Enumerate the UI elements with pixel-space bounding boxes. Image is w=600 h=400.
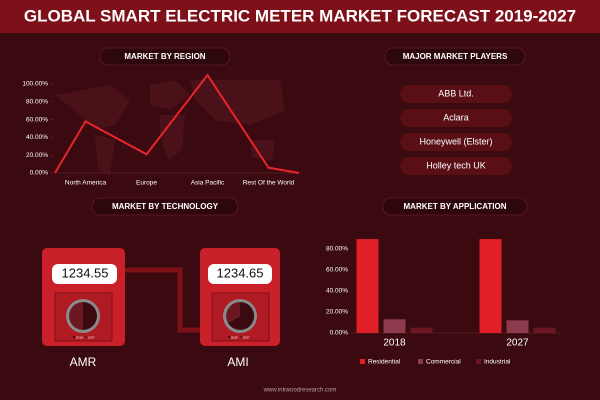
pie-legend-swatch bbox=[85, 336, 87, 338]
pie-legend-label: 2027 bbox=[88, 335, 95, 339]
line bbox=[54, 73, 300, 174]
footer: www.inkwoodresearch.com bbox=[263, 388, 337, 394]
pie-legend-label: 2027 bbox=[243, 335, 250, 339]
x-tick-label: Europe bbox=[136, 180, 157, 187]
bar bbox=[506, 320, 529, 333]
meter-label: AMI bbox=[227, 355, 248, 369]
bar bbox=[356, 239, 379, 333]
bar bbox=[479, 239, 502, 333]
meter-display bbox=[208, 264, 272, 284]
title-bar bbox=[0, 0, 600, 33]
x-tick-label: Asia Pacific bbox=[191, 180, 225, 187]
bar bbox=[383, 319, 406, 333]
section-heading: MARKET BY REGION bbox=[124, 52, 205, 61]
bar bbox=[410, 327, 433, 333]
pie-slice bbox=[69, 302, 83, 330]
x-tick-label: 2027 bbox=[506, 338, 529, 349]
player-pill bbox=[400, 85, 512, 103]
x-tick-label: Rest Of the World bbox=[243, 180, 295, 187]
section-heading: MAJOR MARKET PLAYERS bbox=[403, 52, 508, 61]
y-tick-label: 60.00% bbox=[326, 266, 348, 273]
section-headings: MARKET BY REGION MAJOR MARKET PLAYERS MA… bbox=[91, 47, 528, 216]
player-name: Honeywell (Elster) bbox=[419, 136, 492, 146]
y-tick-label: 100.00% bbox=[22, 81, 48, 88]
y-tick-label: 0.00% bbox=[30, 170, 49, 177]
pie-slice bbox=[228, 301, 255, 330]
legend-swatch bbox=[360, 359, 365, 364]
y-tick-label: 60.00% bbox=[26, 116, 48, 123]
legend-label: Commercial bbox=[426, 359, 461, 366]
y-tick-label: 40.00% bbox=[326, 287, 348, 294]
y-tick-label: 20.00% bbox=[26, 152, 48, 159]
y-tick-label: 40.00% bbox=[26, 134, 48, 141]
pie-legend-swatch bbox=[240, 336, 242, 338]
heading-pill bbox=[91, 197, 239, 216]
x-tick-label: North America bbox=[65, 180, 107, 187]
section-heading: MARKET BY APPLICATION bbox=[404, 202, 507, 211]
x-tick-label: 2018 bbox=[383, 338, 406, 349]
pie-legend-label: 2018 bbox=[76, 335, 83, 339]
y-tick-label: 80.00% bbox=[26, 99, 48, 106]
pipe bbox=[124, 267, 202, 333]
bar bbox=[533, 327, 556, 333]
technology-graphic bbox=[42, 248, 280, 346]
player-pill bbox=[400, 109, 512, 127]
player-name: Aclara bbox=[443, 112, 469, 122]
pie-legend-label: 2018 bbox=[231, 335, 238, 339]
pie-slice bbox=[83, 302, 97, 330]
section-heading: MARKET BY TECHNOLOGY bbox=[112, 202, 219, 211]
meter-reading: 1234.65 bbox=[217, 265, 264, 280]
legend-label: Industrial bbox=[484, 359, 511, 366]
y-tick-label: 0.00% bbox=[330, 330, 349, 337]
page-title: GLOBAL SMART ELECTRIC METER MARKET FOREC… bbox=[24, 6, 576, 25]
y-tick-label: 80.00% bbox=[326, 245, 348, 252]
pie-legend-swatch bbox=[73, 336, 75, 338]
heading-pill bbox=[382, 197, 528, 216]
meter-reading: 1234.55 bbox=[62, 265, 109, 280]
heading-pill bbox=[99, 47, 231, 66]
legend-swatch bbox=[476, 359, 481, 364]
legend-swatch bbox=[418, 359, 423, 364]
player-name: Holley tech UK bbox=[426, 160, 486, 170]
player-pill bbox=[400, 157, 512, 175]
meter-label: AMR bbox=[70, 355, 97, 369]
heading-pill bbox=[384, 47, 526, 66]
y-tick-label: 20.00% bbox=[326, 309, 348, 316]
player-name: ABB Ltd. bbox=[438, 88, 474, 98]
pie-legend-swatch bbox=[228, 336, 230, 338]
player-pill bbox=[400, 133, 512, 151]
legend-label: Residential bbox=[368, 359, 401, 366]
world-map bbox=[55, 80, 285, 175]
pie-slice bbox=[226, 302, 240, 323]
meter-display bbox=[52, 264, 117, 284]
